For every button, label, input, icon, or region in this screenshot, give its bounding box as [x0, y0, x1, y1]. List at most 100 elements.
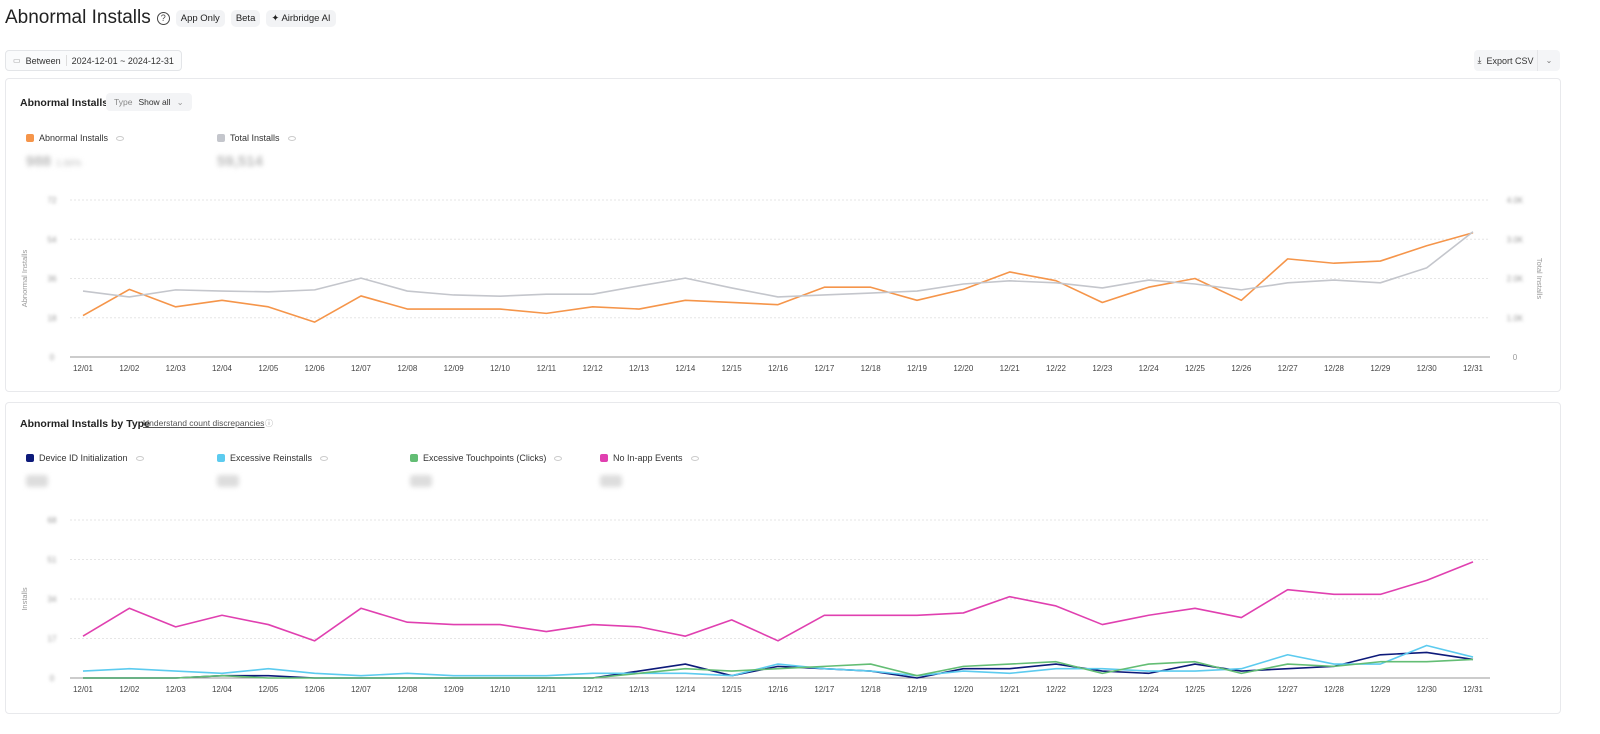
- y-axis-title: Installs: [20, 587, 29, 611]
- x-tick-label: 12/06: [305, 685, 326, 694]
- legend-swatch: [217, 134, 225, 142]
- legend-device-id-initialization[interactable]: Device ID Initialization: [26, 453, 144, 463]
- x-tick-label: 12/24: [1139, 364, 1160, 373]
- legend-label: Device ID Initialization: [39, 453, 128, 463]
- x-tick-label: 12/08: [397, 685, 418, 694]
- y-tick-label: 36: [48, 275, 57, 284]
- info-icon[interactable]: ⓘ: [265, 419, 273, 428]
- x-tick-label: 12/27: [1278, 364, 1299, 373]
- export-csv-button[interactable]: ⤓ Export CSV: [1474, 50, 1538, 71]
- x-tick-label: 12/21: [1000, 364, 1021, 373]
- legend-swatch: [410, 454, 418, 462]
- type-select[interactable]: Type Show all ⌄: [106, 93, 192, 111]
- x-tick-label: 12/20: [953, 364, 974, 373]
- x-tick-label: 12/13: [629, 685, 650, 694]
- x-tick-label: 12/03: [166, 685, 187, 694]
- date-filter-label: Between: [25, 55, 61, 66]
- x-tick-label: 12/10: [490, 685, 511, 694]
- x-tick-label: 12/29: [1370, 685, 1391, 694]
- x-tick-label: 12/11: [537, 685, 557, 694]
- abnormal-installs-total: 988 1.66%: [26, 153, 82, 170]
- x-tick-label: 12/10: [490, 364, 511, 373]
- x-tick-label: 12/25: [1185, 364, 1206, 373]
- x-tick-label: 12/14: [675, 364, 696, 373]
- x-tick-label: 12/14: [675, 685, 696, 694]
- legend-swatch: [26, 134, 34, 142]
- x-tick-label: 12/23: [1092, 364, 1113, 373]
- eye-icon[interactable]: [320, 455, 329, 461]
- legend-value-hidden: [217, 475, 239, 487]
- abnormal-installs-card: Abnormal Installs Type Show all ⌄ Abnorm…: [5, 78, 1561, 392]
- x-tick-label: 12/12: [583, 364, 604, 373]
- x-tick-label: 12/15: [722, 685, 743, 694]
- abnormal-installs-by-type-card: Abnormal Installs by Type Understand cou…: [5, 402, 1561, 714]
- x-tick-label: 12/04: [212, 364, 233, 373]
- eye-icon[interactable]: [116, 135, 125, 141]
- x-tick-label: 12/30: [1417, 364, 1438, 373]
- series-line-device-id-initialization: [83, 651, 1474, 679]
- understand-discrepancies-link[interactable]: Understand count discrepancies: [143, 418, 264, 428]
- question-circle-icon[interactable]: ?: [156, 11, 170, 25]
- x-tick-label: 12/01: [73, 685, 94, 694]
- eye-icon[interactable]: [287, 135, 296, 141]
- series-line-no-in-app-events: [82, 561, 1474, 642]
- airbridge-ai-badge[interactable]: ✦ Airbridge AI: [266, 9, 336, 27]
- y-tick-label: 54: [48, 235, 57, 244]
- abnormal-installs-chart: 0 18 36 54 72 0 1.0K 2.0K 3.0K 4.0K 12/01 12/02 12/0…: [20, 196, 1544, 373]
- x-tick-label: 12/29: [1370, 364, 1391, 373]
- x-tick-label: 12/05: [258, 364, 279, 373]
- legend-abnormal-installs[interactable]: Abnormal Installs: [26, 133, 125, 143]
- eye-icon[interactable]: [690, 455, 699, 461]
- y2-tick-label: 2.0K: [1507, 275, 1524, 284]
- legend-swatch: [26, 454, 34, 462]
- x-tick-label: 12/09: [444, 364, 465, 373]
- percentage: 1.66%: [56, 158, 82, 168]
- export-dropdown-button[interactable]: ⌄: [1538, 56, 1560, 65]
- card-title: Abnormal Installs by Type: [20, 418, 150, 430]
- x-tick-label: 12/31: [1463, 685, 1484, 694]
- eye-icon[interactable]: [135, 455, 144, 461]
- page-title: Abnormal Installs: [5, 7, 151, 28]
- export-csv-group: ⤓ Export CSV ⌄: [1474, 50, 1560, 71]
- beta-badge: Beta: [230, 9, 261, 27]
- x-tick-label: 12/05: [258, 685, 279, 694]
- value: 988: [26, 153, 52, 170]
- x-tick-label: 12/08: [397, 364, 418, 373]
- series-line-excessive-reinstalls: [82, 644, 1474, 677]
- x-tick-label: 12/03: [166, 364, 187, 373]
- x-tick-label: 12/27: [1278, 685, 1299, 694]
- x-tick-label: 12/15: [722, 364, 743, 373]
- x-tick-label: 12/31: [1463, 364, 1484, 373]
- y-tick-label: 0: [50, 674, 55, 683]
- y2-tick-label: 0: [1513, 353, 1518, 362]
- x-tick-label: 12/25: [1185, 685, 1206, 694]
- calendar-icon: ▭: [13, 56, 21, 65]
- x-tick-label: 12/04: [212, 685, 233, 694]
- x-tick-label: 12/02: [119, 685, 140, 694]
- y-tick-label: 51: [48, 556, 57, 565]
- legend-label: No In-app Events: [613, 453, 683, 463]
- x-tick-label: 12/13: [629, 364, 650, 373]
- x-tick-label: 12/16: [768, 364, 789, 373]
- x-tick-label: 12/12: [583, 685, 604, 694]
- legend-excessive-touchpoints-clicks[interactable]: Excessive Touchpoints (Clicks): [410, 453, 563, 463]
- eye-icon[interactable]: [554, 455, 563, 461]
- series-line-total-installs: [82, 231, 1474, 298]
- x-tick-label: 12/17: [814, 685, 835, 694]
- airbridge-ai-label: Airbridge AI: [281, 12, 331, 24]
- x-tick-label: 12/26: [1231, 364, 1252, 373]
- x-tick-label: 12/07: [351, 685, 372, 694]
- legend-swatch: [600, 454, 608, 462]
- y-axis-title: Abnormal Installs: [20, 249, 29, 307]
- legend-excessive-reinstalls[interactable]: Excessive Reinstalls: [217, 453, 329, 463]
- y2-tick-label: 4.0K: [1507, 196, 1524, 205]
- type-value: Show all: [138, 97, 171, 107]
- legend-no-in-app-events[interactable]: No In-app Events: [600, 453, 699, 463]
- legend-total-installs[interactable]: Total Installs: [217, 133, 296, 143]
- x-tick-label: 12/20: [953, 685, 974, 694]
- download-icon: ⤓: [1477, 55, 1482, 65]
- y-tick-label: 17: [48, 635, 57, 644]
- date-range-filter[interactable]: ▭ Between 2024-12-01 ~ 2024-12-31: [5, 50, 182, 71]
- y2-tick-label: 3.0K: [1507, 235, 1524, 244]
- x-tick-label: 12/09: [444, 685, 465, 694]
